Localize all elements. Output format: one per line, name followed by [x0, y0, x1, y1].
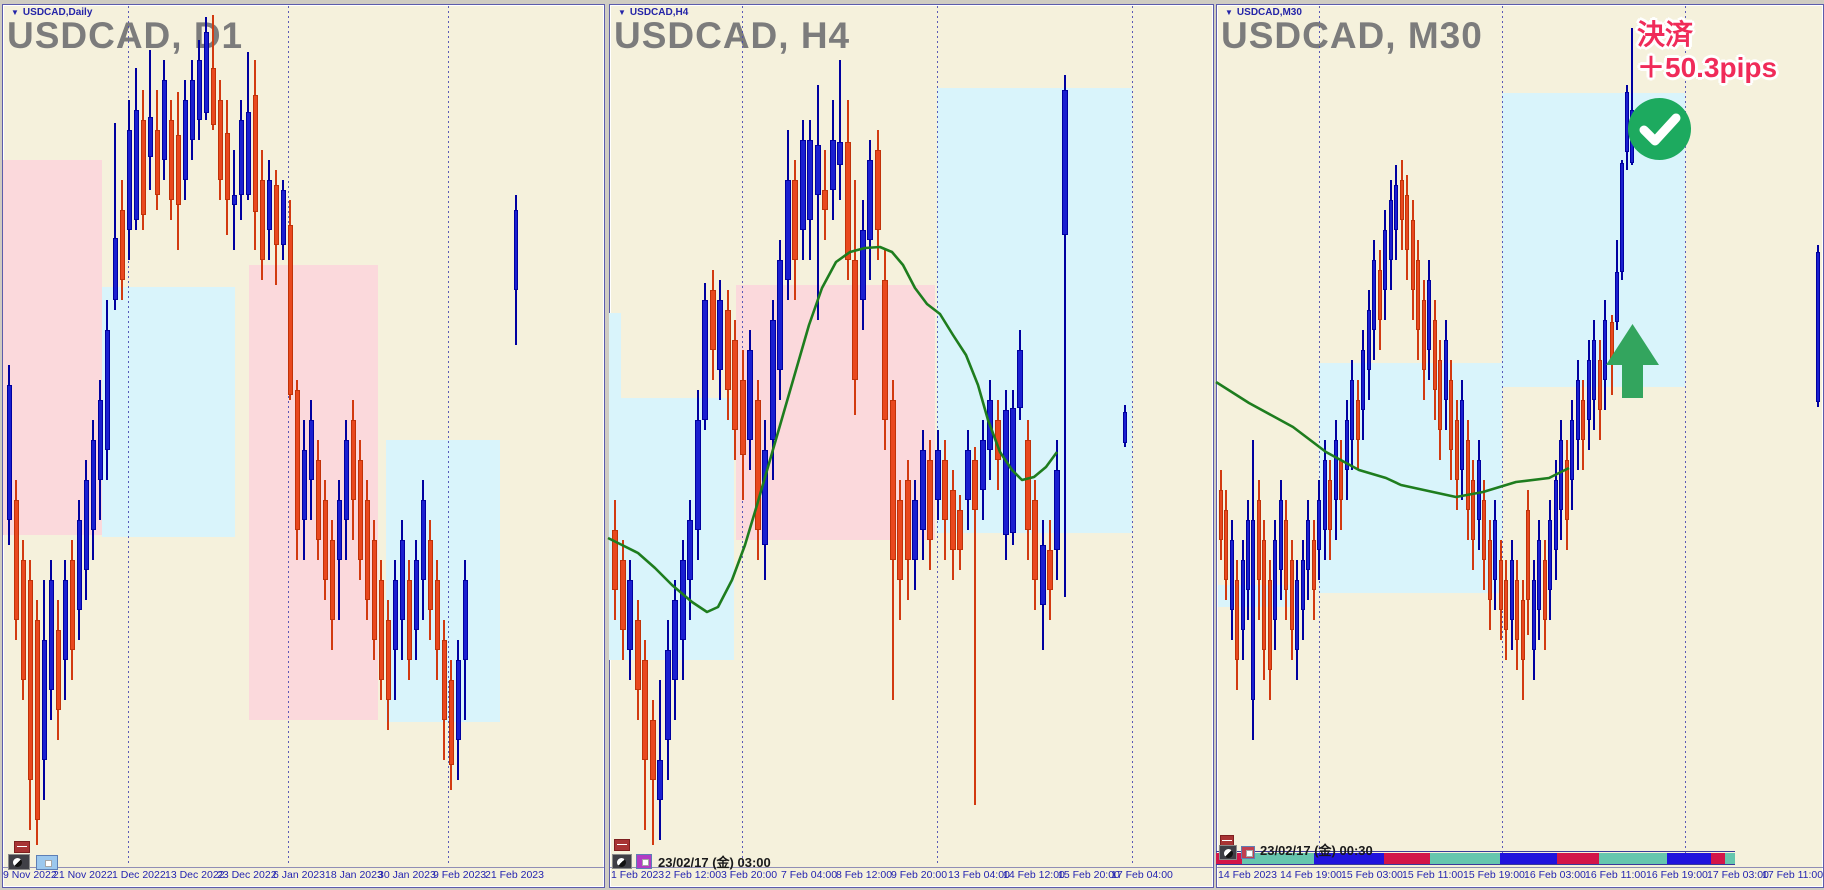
axis-separator [610, 867, 1213, 868]
symbol-label: USDCAD,M30 [1236, 7, 1302, 18]
axis-separator [1217, 867, 1823, 868]
indicator-minimize-button[interactable]: — [14, 841, 30, 853]
marker-icon[interactable] [636, 854, 652, 869]
indicator-minimize-button[interactable]: — [614, 839, 630, 851]
marker-icon[interactable] [1241, 846, 1255, 859]
axis-separator [3, 867, 604, 868]
chart-window-h4: ▼ USDCAD,H4 USDCAD, H4 [609, 4, 1214, 888]
symbol-label: USDCAD,Daily [22, 7, 93, 18]
buy-arrow-icon [1606, 324, 1659, 398]
quick-chart-icon[interactable] [1219, 845, 1237, 860]
symbol-dropdown-h4[interactable]: ▼ USDCAD,H4 [618, 7, 688, 18]
candle-time-label: 23/02/17 (金) 00:30 [1260, 843, 1373, 858]
watermark-title: USDCAD, D1 [7, 15, 244, 56]
quick-chart-icon[interactable] [612, 854, 632, 869]
chevron-down-icon: ▼ [1225, 8, 1233, 17]
success-check-badge [1628, 98, 1691, 160]
symbol-label: USDCAD,H4 [629, 7, 689, 18]
watermark-title: USDCAD, H4 [614, 15, 851, 56]
quick-chart-icon[interactable] [8, 854, 30, 870]
chevron-down-icon: ▼ [618, 8, 626, 17]
profit-callout-title: 決済 [1637, 19, 1694, 50]
watermark-title: USDCAD, M30 [1221, 15, 1483, 56]
profit-callout-pips: ＋50.3pips [1637, 52, 1778, 83]
candle-time-label: 23/02/17 (金) 03:00 [658, 855, 771, 870]
profit-callout: 決済 ＋50.3pips [1637, 18, 1777, 84]
chart-window-d1: ▼ USDCAD,Daily USDCAD, D1 [2, 4, 605, 888]
chevron-down-icon: ▼ [11, 8, 19, 17]
symbol-dropdown-m30[interactable]: ▼ USDCAD,M30 [1225, 7, 1302, 18]
chart-window-m30: ▼ USDCAD,M30 USDCAD, M30 [1216, 4, 1824, 888]
quick-trade-icon[interactable] [36, 855, 58, 870]
symbol-dropdown-d1[interactable]: ▼ USDCAD,Daily [11, 7, 92, 18]
